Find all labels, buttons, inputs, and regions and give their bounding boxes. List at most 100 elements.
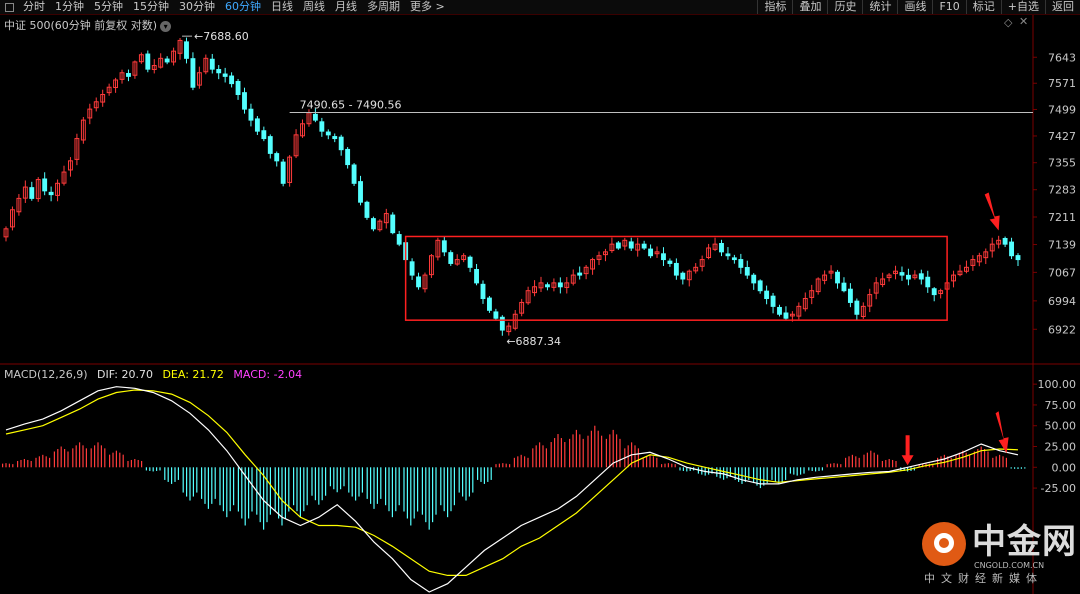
candle-body bbox=[564, 282, 570, 288]
price-tick-label: 7643 bbox=[1048, 51, 1076, 64]
candle-body bbox=[648, 248, 654, 257]
candle-body bbox=[603, 251, 608, 256]
candle-body bbox=[532, 286, 537, 294]
candle-body bbox=[867, 294, 873, 307]
tab-30min[interactable]: 30分钟 bbox=[179, 0, 215, 13]
candle-body bbox=[55, 182, 61, 196]
tab-15min[interactable]: 15分钟 bbox=[133, 0, 169, 13]
candle-body bbox=[467, 256, 473, 268]
candle-body bbox=[138, 54, 144, 63]
candle-body bbox=[951, 274, 956, 282]
price-tick-label: 7499 bbox=[1048, 103, 1076, 116]
candle-body bbox=[345, 148, 351, 166]
candle-body bbox=[229, 75, 235, 85]
candle-body bbox=[351, 164, 357, 184]
candle-body bbox=[209, 58, 215, 70]
candle-body bbox=[87, 108, 93, 119]
candle-body bbox=[918, 273, 924, 280]
candle-body bbox=[293, 134, 299, 157]
candle-body bbox=[963, 266, 969, 272]
candle-body bbox=[325, 131, 331, 136]
candle-body bbox=[80, 119, 86, 141]
candle-body bbox=[3, 228, 9, 238]
candle-body bbox=[158, 57, 164, 68]
mark-button[interactable]: 标记 bbox=[965, 0, 1001, 14]
candle-body bbox=[751, 274, 757, 284]
tab-multi-period[interactable]: 多周期 bbox=[367, 0, 400, 13]
candle-body bbox=[828, 270, 834, 274]
candle-body bbox=[931, 288, 937, 296]
tab-daily[interactable]: 日线 bbox=[271, 0, 293, 13]
candle-body bbox=[254, 118, 260, 132]
dif-readout: DIF: 20.70 bbox=[97, 368, 153, 381]
candle-body bbox=[783, 312, 789, 319]
candle-body bbox=[1009, 241, 1014, 257]
candle-body bbox=[899, 272, 905, 276]
instrument-name: 中证 500 bbox=[4, 19, 51, 32]
draw-line-button[interactable]: 画线 bbox=[897, 0, 932, 14]
close-icon[interactable]: ✕ bbox=[1019, 15, 1029, 28]
candle-body bbox=[731, 257, 737, 261]
tab-weekly[interactable]: 周线 bbox=[303, 0, 325, 13]
window-icon[interactable] bbox=[5, 3, 14, 12]
tab-more[interactable]: 更多 > bbox=[410, 0, 445, 13]
candle-body bbox=[609, 243, 615, 252]
candle-body bbox=[454, 259, 460, 265]
candle-body bbox=[912, 274, 918, 279]
history-button[interactable]: 历史 bbox=[827, 0, 862, 14]
high-label: ←7688.60 bbox=[194, 30, 249, 43]
tab-monthly[interactable]: 月线 bbox=[335, 0, 357, 13]
candle-body bbox=[10, 209, 15, 228]
f10-button[interactable]: F10 bbox=[932, 0, 965, 14]
tab-1min[interactable]: 1分钟 bbox=[55, 0, 84, 13]
indicator-button[interactable]: 指标 bbox=[757, 0, 792, 14]
candle-body bbox=[764, 290, 770, 300]
candle-body bbox=[22, 186, 28, 199]
candle-body bbox=[989, 243, 995, 252]
candle-body bbox=[983, 251, 989, 259]
back-button[interactable]: 返回 bbox=[1045, 0, 1080, 14]
period-tabs: 分时 1分钟 5分钟 15分钟 30分钟 60分钟 日线 周线 月线 多周期 更… bbox=[2, 0, 450, 14]
macd-tick-label: 25.00 bbox=[1045, 441, 1077, 454]
candle-body bbox=[996, 239, 1002, 245]
dea-label: DEA: bbox=[162, 368, 189, 381]
chevron-down-icon[interactable]: ▾ bbox=[160, 20, 172, 32]
statistics-button[interactable]: 统计 bbox=[862, 0, 897, 14]
breakout-arrow bbox=[984, 192, 1000, 231]
candle-body bbox=[873, 282, 879, 294]
candle-body bbox=[151, 65, 157, 70]
tab-5min[interactable]: 5分钟 bbox=[94, 0, 123, 13]
add-watchlist-button[interactable]: +自选 bbox=[1000, 0, 1045, 14]
candle-body bbox=[860, 305, 866, 318]
candle-body bbox=[1015, 255, 1021, 261]
candle-body bbox=[48, 191, 54, 196]
macd-arrow-1 bbox=[901, 435, 914, 466]
tab-timeshare[interactable]: 分时 bbox=[23, 0, 45, 13]
candle-body bbox=[680, 272, 686, 280]
candle-body bbox=[757, 280, 763, 292]
candle-body bbox=[312, 113, 318, 121]
candle-body bbox=[274, 153, 280, 162]
candle-body bbox=[970, 259, 976, 266]
dif-line bbox=[5, 386, 1019, 593]
candle-body bbox=[106, 86, 112, 94]
candle-body bbox=[847, 288, 853, 303]
logo-text: 中金网 bbox=[972, 522, 1077, 562]
watermark-logo: 中金网 CNGOLD.COM.CN 中文财经新媒体 bbox=[922, 520, 1078, 586]
candle-body bbox=[338, 136, 344, 151]
candle-body bbox=[280, 161, 286, 184]
tab-60min[interactable]: 60分钟 bbox=[225, 0, 261, 13]
candle-body bbox=[538, 282, 544, 289]
macd-readout: MACD: -2.04 bbox=[233, 368, 302, 381]
price-tick-label: 6994 bbox=[1048, 295, 1076, 308]
candle-body bbox=[545, 284, 550, 288]
candle-body bbox=[905, 274, 911, 280]
candle-body bbox=[448, 252, 454, 264]
overlay-button[interactable]: 叠加 bbox=[792, 0, 827, 14]
candle-body bbox=[216, 68, 222, 74]
candle-body bbox=[145, 53, 151, 70]
candle-body bbox=[809, 290, 815, 298]
gear-icon[interactable]: ◇ bbox=[1004, 16, 1013, 29]
macd-value: -2.04 bbox=[273, 368, 303, 381]
chart-title: 中证 500(60分钟 前复权 对数) ▾ bbox=[4, 17, 172, 33]
